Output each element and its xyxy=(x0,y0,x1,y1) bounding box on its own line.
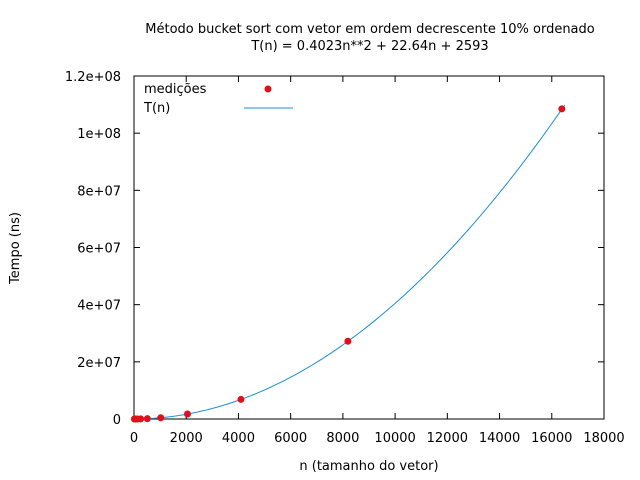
x-tick-label: 2000 xyxy=(170,431,203,446)
legend-marker-medicoes xyxy=(264,85,272,93)
y-tick-label: 8e+07 xyxy=(77,184,121,199)
x-axis: 0 2000 4000 6000 8000 10000 12000 14000 16000 180… xyxy=(130,76,625,446)
data-point xyxy=(344,337,352,345)
data-point xyxy=(137,415,145,423)
y-axis: 0 2e+07 4e+07 6e+07 8e+07 1e+08 1.2e+08 xyxy=(65,70,604,428)
data-point xyxy=(143,415,151,423)
chart-title: Método bucket sort com vetor em ordem de… xyxy=(145,22,595,37)
data-point xyxy=(558,105,566,113)
y-tick-label: 1e+08 xyxy=(77,127,121,142)
legend-label-fit: T(n) xyxy=(143,101,170,116)
legend: medições T(n) xyxy=(143,82,293,116)
series-layer xyxy=(130,104,566,423)
x-tick-label: 8000 xyxy=(326,431,359,446)
y-axis-label: Tempo (ns) xyxy=(8,212,23,285)
x-tick-label: 12000 xyxy=(427,431,468,446)
y-tick-label: 6e+07 xyxy=(77,242,121,257)
fit-curve xyxy=(133,104,566,420)
x-tick-label: 16000 xyxy=(531,431,572,446)
data-point xyxy=(237,395,245,403)
x-tick-label: 4000 xyxy=(222,431,255,446)
chart-subtitle: T(n) = 0.4023n**2 + 22.64n + 2593 xyxy=(250,39,488,54)
y-tick-label: 0 xyxy=(113,413,121,428)
x-axis-label: n (tamanho do vetor) xyxy=(299,459,438,474)
x-tick-label: 18000 xyxy=(583,431,624,446)
x-tick-label: 6000 xyxy=(274,431,307,446)
y-tick-label: 4e+07 xyxy=(77,299,121,314)
y-tick-label: 1.2e+08 xyxy=(65,70,121,85)
legend-label-medicoes: medições xyxy=(144,82,207,97)
plot-area: 0 2000 4000 6000 8000 10000 12000 14000 16000 180… xyxy=(65,70,625,446)
x-tick-label: 14000 xyxy=(479,431,520,446)
y-tick-label: 2e+07 xyxy=(77,356,121,371)
x-tick-label: 0 xyxy=(130,431,138,446)
data-point xyxy=(157,414,165,422)
plot-frame xyxy=(133,75,605,420)
x-tick-label: 10000 xyxy=(374,431,415,446)
data-point xyxy=(183,410,191,418)
